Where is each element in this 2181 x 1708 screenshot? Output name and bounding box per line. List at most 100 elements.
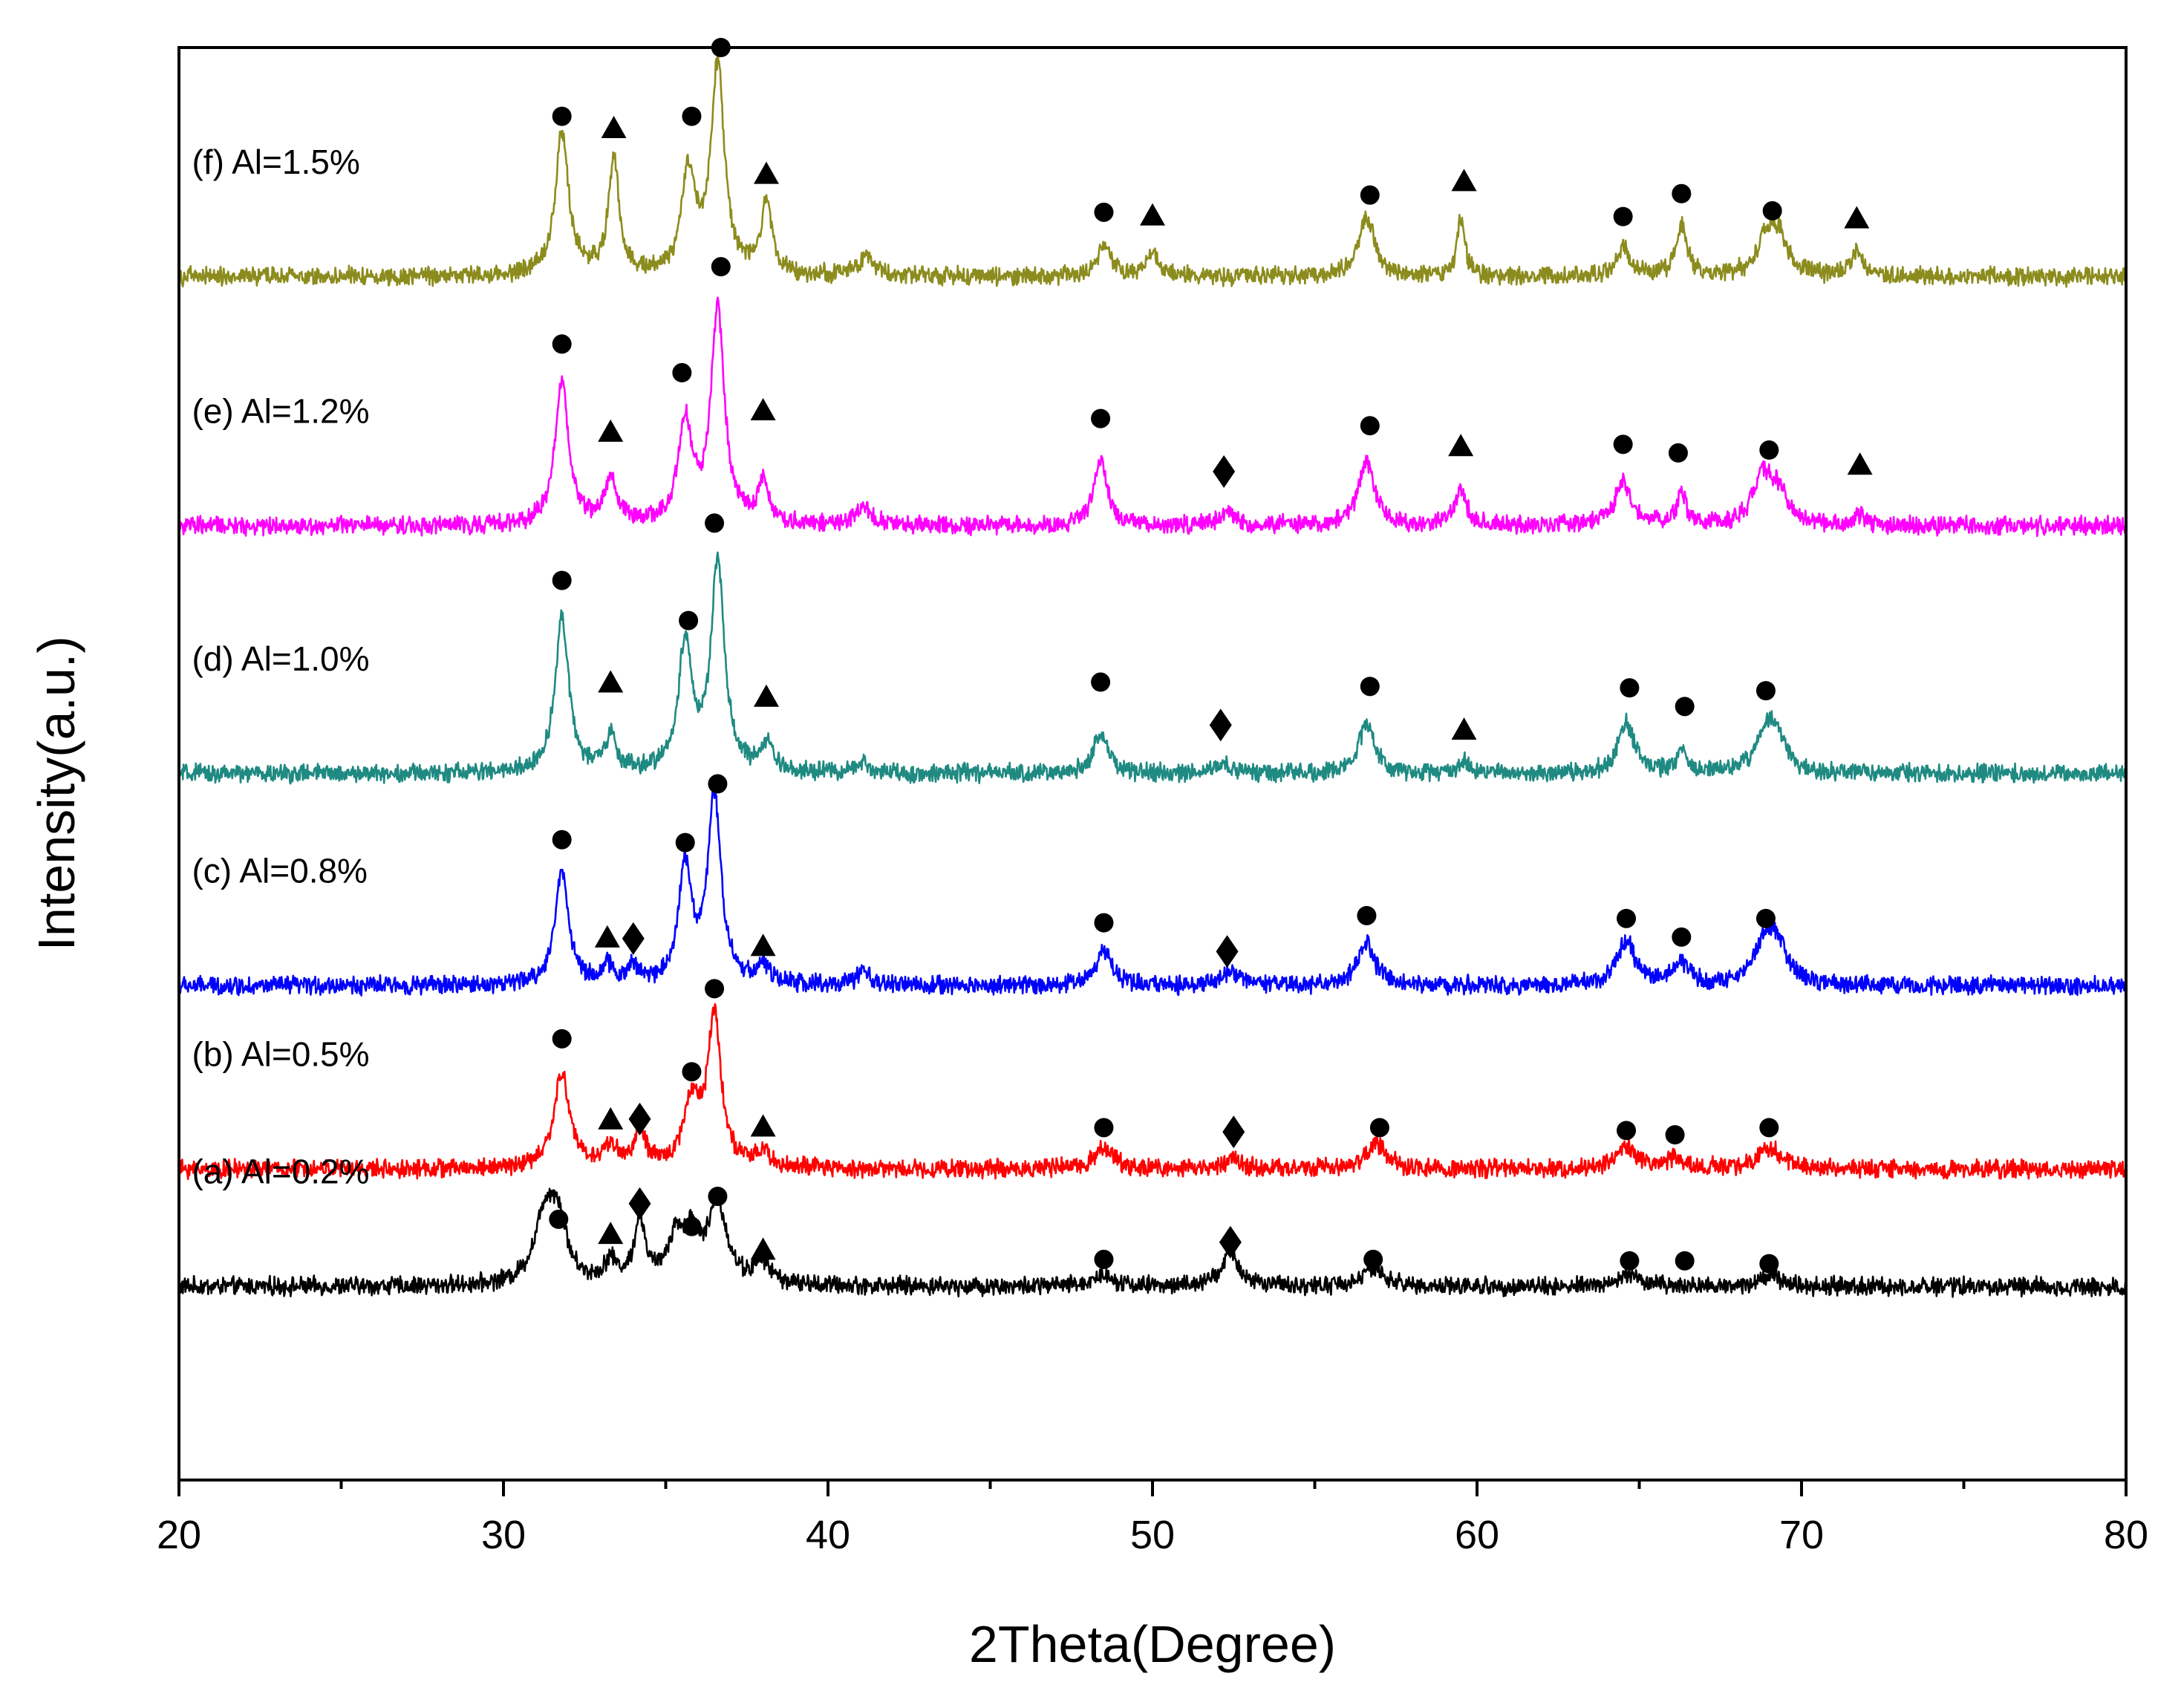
series-label: (e) Al=1.2% [192, 391, 369, 430]
phase-marker-circle [711, 257, 731, 277]
phase-marker-triangle [601, 115, 627, 138]
phase-marker-circle [708, 774, 728, 794]
x-tick-label: 30 [481, 1513, 526, 1557]
phase-marker-circle [552, 334, 572, 354]
phase-marker-circle [1091, 672, 1111, 692]
x-tick-label: 50 [1130, 1513, 1175, 1557]
phase-marker-circle [682, 1216, 702, 1236]
phase-marker-circle [552, 829, 572, 850]
phase-marker-circle [1675, 1251, 1695, 1271]
phase-marker-circle [705, 513, 725, 533]
phase-marker-circle [549, 1209, 569, 1229]
phase-marker-diamond [628, 1187, 651, 1220]
phase-marker-triangle [1451, 717, 1477, 740]
phase-marker-circle [705, 979, 725, 999]
phase-marker-circle [1617, 908, 1637, 928]
phase-marker-triangle [598, 670, 624, 693]
phase-marker-circle [552, 1029, 572, 1049]
phase-marker-circle [1094, 1249, 1114, 1269]
phase-marker-circle [1665, 1125, 1685, 1145]
phase-marker-circle [1091, 408, 1111, 428]
phase-marker-circle [1363, 1249, 1383, 1269]
phase-marker-circle [1360, 185, 1380, 205]
phase-marker-diamond [1216, 935, 1239, 968]
phase-marker-circle [1759, 1118, 1779, 1138]
series-label: (a) Al=0.2% [192, 1153, 369, 1191]
series-trace [177, 551, 2128, 785]
phase-marker-circle [1755, 908, 1776, 928]
phase-marker-diamond [1219, 1225, 1242, 1259]
phase-marker-circle [1762, 201, 1782, 221]
x-tick-label: 60 [1455, 1513, 1499, 1557]
phase-marker-circle [1360, 416, 1380, 436]
series-label: (c) Al=0.8% [192, 852, 368, 890]
phase-marker-circle [1755, 681, 1776, 701]
phase-marker-circle [552, 106, 572, 126]
phase-marker-triangle [598, 1222, 624, 1245]
phase-marker-triangle [750, 397, 776, 420]
series-label: (b) Al=0.5% [192, 1035, 369, 1074]
phase-marker-diamond [622, 922, 645, 955]
phase-marker-circle [1369, 1118, 1389, 1138]
plot-frame [177, 46, 2128, 1482]
traces-layer [177, 51, 2128, 1298]
phase-marker-circle [1613, 434, 1633, 454]
phase-marker-circle [1094, 202, 1114, 222]
phase-marker-triangle [598, 419, 624, 442]
series-trace [177, 783, 2128, 997]
phase-marker-circle [1672, 927, 1692, 947]
phase-marker-triangle [1844, 206, 1870, 229]
phase-marker-circle [1759, 440, 1779, 460]
phase-marker-diamond [1222, 1115, 1245, 1149]
x-tick-label: 70 [1779, 1513, 1824, 1557]
phase-marker-circle [679, 610, 699, 630]
phase-marker-triangle [750, 1114, 776, 1137]
phase-marker-circle [1668, 443, 1688, 463]
phase-marker-circle [675, 832, 695, 853]
phase-marker-circle [1672, 183, 1692, 203]
axes-layer: 20 30 40 50 60 70 80 [157, 46, 2148, 1557]
phase-marker-diamond [1209, 708, 1232, 742]
x-tick-label: 20 [157, 1513, 201, 1557]
x-tick-label: 40 [806, 1513, 850, 1557]
phase-marker-circle [1675, 697, 1695, 717]
series-trace [177, 51, 2128, 288]
phase-marker-circle [1617, 1121, 1637, 1141]
phase-marker-triangle [1847, 452, 1873, 475]
phase-marker-circle [1613, 206, 1633, 226]
phase-marker-circle [682, 106, 702, 126]
phase-marker-triangle [598, 1106, 624, 1130]
phase-marker-triangle [750, 1237, 776, 1260]
phase-marker-circle [1620, 678, 1640, 698]
phase-marker-circle [672, 362, 692, 382]
series-label: (f) Al=1.5% [192, 143, 359, 181]
markers-layer [549, 38, 1873, 1274]
series-trace [178, 296, 2128, 538]
phase-marker-triangle [753, 684, 779, 707]
phase-marker-circle [552, 570, 572, 590]
series-trace [177, 1187, 2128, 1298]
phase-marker-triangle [1140, 203, 1165, 226]
series-labels-layer: (a) Al=0.2% (b) Al=0.5% (c) Al=0.8% (d) Al=… [192, 143, 369, 1191]
phase-marker-triangle [594, 925, 620, 948]
phase-marker-circle [1357, 905, 1377, 925]
phase-marker-circle [1759, 1254, 1779, 1274]
phase-marker-diamond [1213, 454, 1236, 488]
phase-marker-triangle [753, 161, 779, 184]
y-axis-title: Intensity(a.u.) [27, 636, 85, 951]
phase-marker-circle [708, 1187, 728, 1207]
series-trace [177, 1003, 2128, 1181]
phase-marker-triangle [750, 933, 776, 956]
x-tick-label: 80 [2104, 1513, 2148, 1557]
series-label: (d) Al=1.0% [192, 639, 369, 678]
phase-marker-circle [682, 1062, 702, 1082]
phase-marker-circle [1620, 1251, 1640, 1271]
phase-marker-circle [1094, 1118, 1114, 1138]
phase-marker-circle [1360, 677, 1380, 697]
phase-marker-circle [1094, 913, 1114, 933]
phase-marker-triangle [1451, 169, 1477, 192]
phase-marker-triangle [1448, 434, 1474, 457]
x-axis-title: 2Theta(Degree) [969, 1615, 1336, 1673]
